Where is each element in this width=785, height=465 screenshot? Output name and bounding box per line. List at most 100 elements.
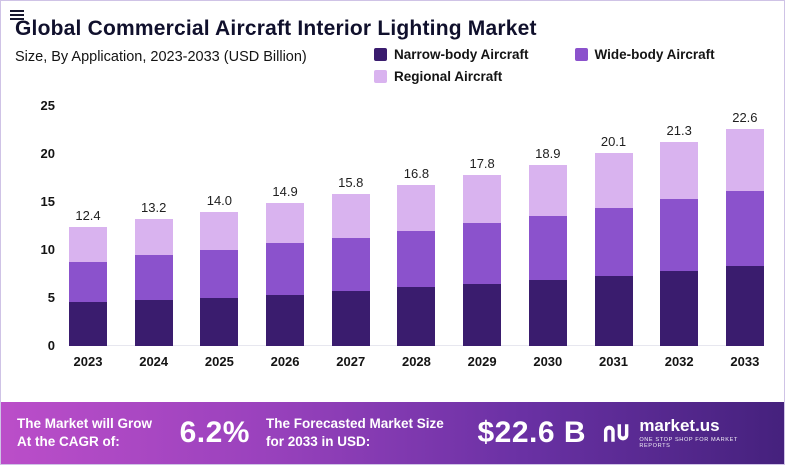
legend-swatch-wide-body-icon: [574, 48, 588, 61]
bar-segment-regional-aircraft[interactable]: [660, 141, 699, 200]
bar-stack: [134, 219, 173, 346]
bar-segment-regional-aircraft[interactable]: [266, 203, 305, 244]
bar-segment-wide-body-aircraft[interactable]: [200, 250, 239, 298]
bar-segment-wide-body-aircraft[interactable]: [266, 243, 305, 296]
marketus-logo-icon: [603, 424, 629, 442]
x-axis-label: 2023: [73, 354, 103, 369]
legend-swatch-narrow-body-icon: [374, 48, 387, 61]
chart-legend: Narrow-body Aircraft Wide-body Aircraft …: [374, 47, 766, 84]
chart-header: Global Commercial Aircraft Interior Ligh…: [1, 1, 784, 84]
bar-stack: [200, 211, 239, 346]
x-axis-label: 2033: [730, 354, 760, 369]
bar-stack: [69, 226, 107, 346]
bar-segment-regional-aircraft[interactable]: [528, 164, 567, 216]
bar-segment-regional-aircraft[interactable]: [200, 211, 239, 250]
bar-group-2030: 18.9 2030: [528, 92, 567, 374]
marketus-logo[interactable]: market.us One Stop Shop For Market Repor…: [602, 417, 768, 449]
legend-item-narrow-body[interactable]: Narrow-body Aircraft: [374, 47, 529, 62]
bar-segment-regional-aircraft[interactable]: [725, 129, 764, 191]
bar-segment-narrow-body-aircraft[interactable]: [463, 283, 502, 346]
legend-swatch-regional-icon: [374, 70, 387, 83]
brand-tagline: One Stop Shop For Market Reports: [639, 436, 738, 449]
bar-group-2024: 13.2 2024: [134, 92, 173, 374]
bar-segment-wide-body-aircraft[interactable]: [134, 254, 173, 300]
legend-item-wide-body[interactable]: Wide-body Aircraft: [574, 47, 715, 62]
bar-group-2029: 17.8 2029: [463, 92, 502, 374]
bar-group-2027: 15.8 2027: [331, 92, 370, 374]
bar-segment-wide-body-aircraft[interactable]: [463, 223, 502, 284]
cagr-value: 6.2%: [179, 416, 250, 449]
bar-segment-narrow-body-aircraft[interactable]: [134, 299, 173, 346]
bar-segment-regional-aircraft[interactable]: [331, 194, 370, 238]
bar-segment-narrow-body-aircraft[interactable]: [594, 275, 633, 346]
y-axis-tick-label: 0: [47, 338, 55, 353]
menu-icon[interactable]: [10, 8, 24, 22]
x-axis-label: 2024: [139, 354, 169, 369]
y-axis-tick-label: 5: [47, 290, 55, 305]
bar-segment-wide-body-aircraft[interactable]: [725, 190, 764, 267]
bar-value-label: 15.8: [338, 175, 364, 191]
bar-group-2031: 20.1 2031: [594, 92, 633, 374]
bar-value-label: 12.4: [75, 207, 101, 223]
bar-stack: [660, 141, 699, 346]
bar-stack: [266, 203, 305, 346]
bar-segment-regional-aircraft[interactable]: [69, 226, 107, 262]
x-axis-label: 2031: [599, 354, 628, 369]
bar-segment-narrow-body-aircraft[interactable]: [200, 298, 239, 346]
cagr-label: The Market will Grow At the CAGR of:: [17, 416, 153, 449]
stacked-bar-chart: 0 5 10 15 20 25 12.4 2023 13.2 2024 14.0 2025 14.9 2…: [17, 92, 768, 374]
bars-area: 12.4 2023 13.2 2024 14.0 2025 14.9 2026 15.8 2027…: [69, 92, 764, 374]
bar-value-label: 14.9: [272, 184, 298, 200]
bar-segment-wide-body-aircraft[interactable]: [594, 207, 633, 276]
footer-banner: The Market will Grow At the CAGR of: 6.2…: [1, 402, 784, 464]
bar-stack: [463, 175, 502, 346]
x-axis-label: 2025: [204, 354, 234, 369]
bar-group-2025: 14.0 2025: [200, 92, 239, 374]
bar-segment-regional-aircraft[interactable]: [397, 184, 436, 231]
bar-segment-wide-body-aircraft[interactable]: [528, 215, 567, 280]
bar-group-2028: 16.8 2028: [397, 92, 436, 374]
page-title: Global Commercial Aircraft Interior Ligh…: [15, 17, 537, 40]
bar-segment-narrow-body-aircraft[interactable]: [528, 279, 567, 346]
bar-segment-regional-aircraft[interactable]: [134, 219, 173, 255]
legend-label: Wide-body Aircraft: [594, 47, 715, 62]
bar-stack: [594, 153, 633, 346]
bar-segment-narrow-body-aircraft[interactable]: [266, 295, 305, 346]
y-axis-tick-label: 15: [40, 194, 55, 209]
bar-value-label: 17.8: [469, 156, 495, 172]
bar-group-2033: 22.6 2033: [725, 92, 764, 374]
x-axis-label: 2030: [533, 354, 563, 369]
bar-segment-regional-aircraft[interactable]: [463, 175, 502, 224]
chart-subtitle: Size, By Application, 2023-2033 (USD Bil…: [15, 49, 307, 65]
bar-value-label: 14.0: [206, 192, 233, 208]
bar-segment-narrow-body-aircraft[interactable]: [69, 301, 107, 346]
y-axis-tick-label: 10: [40, 242, 55, 257]
bar-segment-narrow-body-aircraft[interactable]: [397, 287, 436, 346]
legend-label: Regional Aircraft: [394, 69, 503, 84]
forecast-label: The Forecasted Market Size for 2033 in U…: [265, 416, 444, 449]
bar-segment-regional-aircraft[interactable]: [594, 153, 633, 208]
bar-value-label: 21.3: [666, 122, 692, 138]
y-axis-tick-label: 20: [40, 146, 55, 161]
bar-group-2032: 21.3 2032: [660, 92, 699, 374]
x-axis-label: 2029: [467, 354, 497, 369]
bar-segment-narrow-body-aircraft[interactable]: [331, 291, 370, 346]
bar-group-2023: 12.4 2023: [69, 92, 107, 374]
legend-item-regional[interactable]: Regional Aircraft: [374, 69, 502, 84]
bar-segment-narrow-body-aircraft[interactable]: [725, 266, 764, 346]
bar-segment-wide-body-aircraft[interactable]: [69, 261, 107, 302]
brand-name: market.us: [639, 416, 720, 436]
bar-segment-wide-body-aircraft[interactable]: [660, 199, 699, 272]
x-axis-label: 2027: [336, 354, 366, 369]
legend-label: Narrow-body Aircraft: [394, 47, 529, 62]
bar-segment-narrow-body-aircraft[interactable]: [660, 271, 699, 346]
bar-group-2026: 14.9 2026: [266, 92, 305, 374]
bar-segment-wide-body-aircraft[interactable]: [397, 230, 436, 288]
bar-value-label: 16.8: [403, 165, 430, 181]
bar-stack: [397, 184, 436, 346]
bar-value-label: 18.9: [535, 145, 561, 161]
bar-segment-wide-body-aircraft[interactable]: [331, 237, 370, 292]
bar-stack: [331, 194, 370, 346]
y-axis-tick-label: 25: [40, 98, 55, 113]
x-axis-label: 2032: [664, 354, 694, 369]
